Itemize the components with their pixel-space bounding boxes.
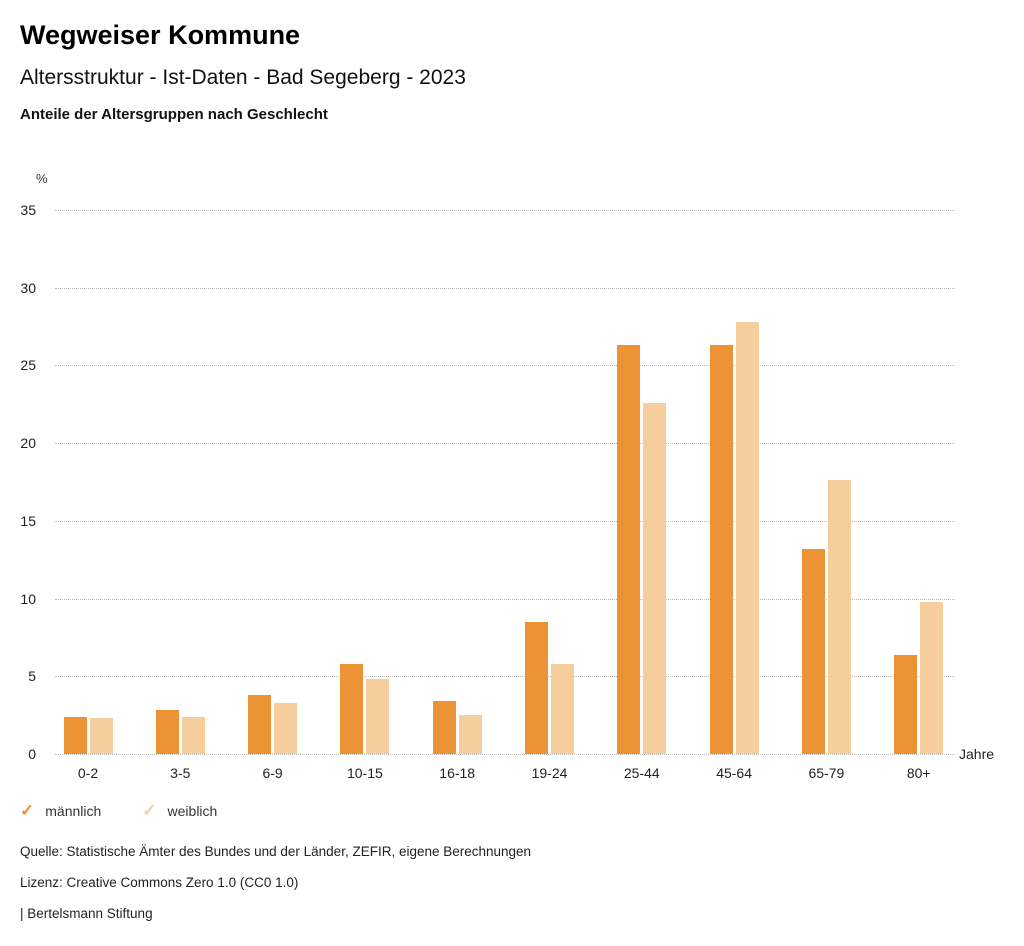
bar-weiblich-25-44 [643, 402, 667, 754]
x-tick-80+: 80+ [906, 765, 931, 781]
legend-item-label: männlich [45, 802, 102, 819]
bar-weiblich-0-2 [89, 718, 113, 754]
legend-check-icon: ✓ [142, 801, 157, 820]
legend-item-weiblich[interactable]: ✓ weiblich [142, 802, 217, 819]
gridline-5 [55, 676, 955, 678]
bar-weiblich-19-24 [551, 663, 574, 754]
chart-subtitle: Anteile der Altersgruppen nach Geschlech… [20, 106, 328, 123]
bar-männlich-65-79 [801, 548, 825, 754]
bar-weiblich-80+ [920, 601, 944, 754]
gridline-20 [55, 443, 955, 445]
bar-männlich-6-9 [248, 694, 272, 754]
bar-männlich-16-18 [432, 701, 456, 754]
bar-männlich-25-44 [617, 345, 641, 754]
x-tick-10-15: 10-15 [346, 765, 383, 781]
bar-weiblich-45-64 [735, 321, 759, 754]
gridline-15 [55, 520, 955, 522]
x-axis-label: Jahre [959, 746, 995, 762]
bar-männlich-0-2 [63, 716, 87, 754]
plot-area [55, 210, 955, 755]
y-tick-0: 0 [28, 746, 36, 762]
bar-weiblich-6-9 [274, 702, 298, 754]
gridline-10 [55, 598, 955, 600]
gridline-30 [55, 287, 955, 289]
y-tick-15: 15 [20, 512, 36, 529]
license-line: Lizenz: Creative Commons Zero 1.0 (CC0 1… [20, 875, 299, 890]
x-tick-16-18: 16-18 [439, 765, 476, 781]
x-tick-45-64: 45-64 [716, 765, 752, 781]
x-tick-0-2: 0-2 [77, 765, 99, 781]
y-tick-30: 30 [20, 279, 36, 296]
bar-männlich-10-15 [340, 663, 364, 754]
gridline-35 [55, 210, 955, 211]
legend: ✓ männlich ✓ weiblich [20, 802, 217, 819]
bar-männlich-45-64 [709, 345, 733, 754]
bar-weiblich-65-79 [827, 480, 851, 754]
x-tick-19-24: 19-24 [531, 765, 568, 781]
y-tick-5: 5 [28, 668, 36, 685]
legend-item-label: weiblich [167, 802, 218, 819]
y-tick-35: 35 [20, 202, 36, 218]
page-title: Wegweiser Kommune [20, 20, 301, 50]
gridline-0 [55, 754, 955, 755]
y-tick-20: 20 [20, 435, 36, 452]
x-tick-3-5: 3-5 [170, 765, 191, 781]
y-axis-unit-label: % [36, 171, 48, 186]
x-tick-6-9: 6-9 [262, 765, 283, 781]
bar-weiblich-3-5 [181, 716, 205, 754]
bar-weiblich-10-15 [366, 679, 390, 754]
source-line: Quelle: Statistische Ämter des Bundes un… [20, 844, 532, 859]
gridline-25 [55, 365, 955, 367]
bar-weiblich-16-18 [458, 715, 482, 754]
legend-check-icon: ✓ [20, 801, 35, 820]
chart-title: Altersstruktur - Ist-Daten - Bad Segeber… [20, 66, 466, 89]
bar-männlich-3-5 [155, 710, 179, 754]
x-tick-25-44: 25-44 [623, 765, 660, 781]
y-tick-10: 10 [20, 590, 36, 607]
attribution-line: | Bertelsmann Stiftung [20, 906, 153, 921]
bar-männlich-80+ [894, 654, 918, 754]
x-tick-65-79: 65-79 [808, 765, 845, 781]
y-tick-25: 25 [20, 357, 36, 374]
bar-männlich-19-24 [525, 621, 548, 754]
legend-item-männlich[interactable]: ✓ männlich [20, 802, 101, 819]
